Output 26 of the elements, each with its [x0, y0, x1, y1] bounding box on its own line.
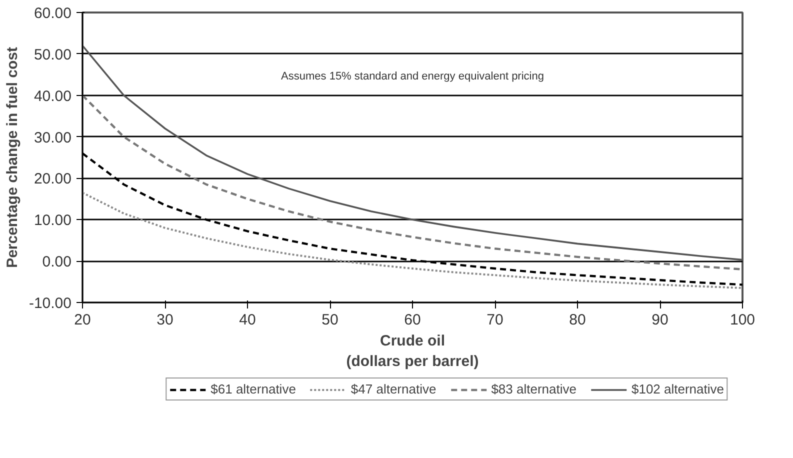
x-tick-label: 30 [156, 312, 174, 328]
legend-label: $61 alternative [210, 382, 296, 396]
x-tick-label: 70 [486, 312, 504, 328]
y-tick-label: 60.00 [34, 5, 72, 22]
x-tick-label: 80 [569, 312, 586, 328]
line-series [82, 192, 742, 289]
y-tick-label: 20.00 [34, 170, 72, 188]
y-tick-label: -10.00 [28, 295, 72, 312]
x-tick-label: 20 [74, 312, 91, 328]
y-tick-label: 30.00 [34, 129, 72, 146]
line-series [82, 94, 742, 270]
legend-label: $47 alternative [350, 382, 436, 396]
x-tick-label: 40 [239, 312, 256, 328]
x-tick-label: 90 [652, 312, 668, 328]
legend-label: $83 alternative [491, 382, 576, 396]
y-tick-label: 0.00 [42, 254, 72, 271]
x-axis-title: Crude oil (dollars per barrel) [346, 332, 479, 370]
y-tick-label: 40.00 [34, 88, 72, 105]
y-tick-label: 10.00 [34, 212, 72, 230]
x-tick-label: 60 [404, 312, 421, 328]
y-tick-label: 50.00 [34, 46, 72, 64]
x-tick-label: 100 [730, 312, 756, 328]
y-axis-title: Percentage change in fuel cost [4, 47, 21, 268]
x-tick-label: 50 [322, 312, 338, 328]
legend-label: $102 alternative [631, 382, 724, 396]
annotation: Assumes 15% standard and energy equivalent pricing [281, 70, 544, 82]
